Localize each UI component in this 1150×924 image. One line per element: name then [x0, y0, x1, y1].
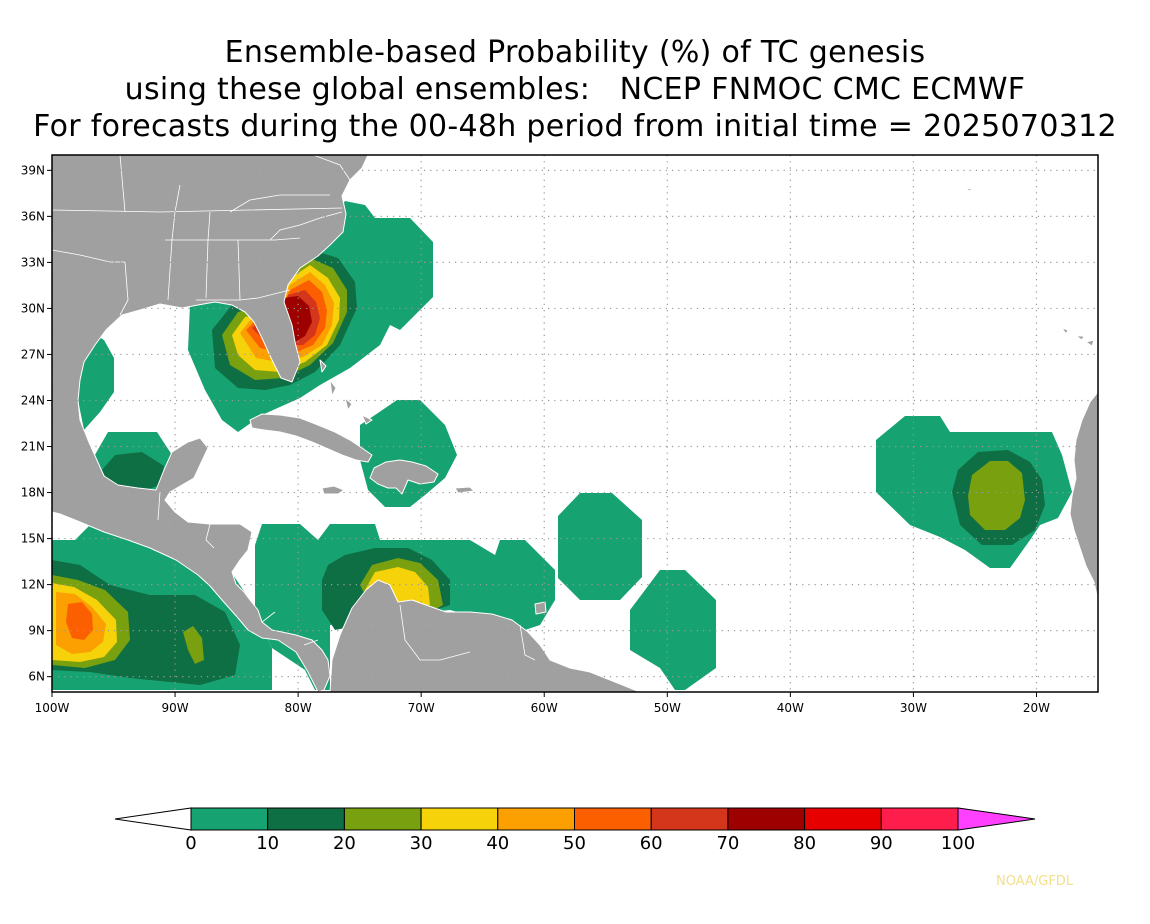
colorbar-swatch — [574, 807, 652, 831]
colorbar-swatch — [267, 807, 345, 831]
colorbar-label: 10 — [256, 833, 279, 854]
lat-tick-label: 33N — [21, 255, 45, 269]
colorbar-swatch — [497, 807, 575, 831]
lat-tick-label: 21N — [21, 440, 45, 454]
land-south-america — [329, 579, 641, 692]
land-bahamas — [319, 359, 373, 425]
colorbar-label: 60 — [640, 833, 663, 854]
colorbar: 0 10 20 30 40 50 60 70 80 90 100 — [114, 807, 1036, 854]
land-canary-islands — [1061, 327, 1095, 347]
colorbar-label: 30 — [410, 833, 433, 854]
prob-region-central-atlantic — [558, 493, 642, 600]
title-line-3: For forecasts during the 00-48h period f… — [33, 109, 1117, 144]
map-title: Ensemble-based Probability (%) of TC gen… — [0, 34, 1150, 145]
lon-tick-label: 70W — [408, 701, 435, 715]
title-line-1: Ensemble-based Probability (%) of TC gen… — [224, 35, 926, 70]
map-frame — [51, 154, 1099, 693]
land-trinidad — [534, 601, 547, 615]
prob-region-hispaniola — [360, 400, 457, 507]
lon-tick-label: 20W — [1023, 701, 1050, 715]
colorbar-label: 0 — [185, 833, 196, 854]
prob-region-central-atlantic — [630, 570, 716, 690]
colorbar-label: 40 — [486, 833, 509, 854]
colorbar-below-arrow — [114, 807, 192, 831]
colorbar-swatch — [650, 807, 729, 831]
lat-tick-label: 24N — [21, 393, 45, 407]
lat-tick-label: 30N — [21, 301, 45, 315]
lon-tick-label: 100W — [35, 701, 70, 715]
lon-tick-label: 60W — [531, 701, 558, 715]
lat-tick-label: 39N — [21, 163, 45, 177]
lat-tick-label: 9N — [28, 624, 45, 638]
lon-tick-label: 40W — [777, 701, 804, 715]
colorbar-swatch — [420, 807, 499, 831]
prob-region-campeche — [102, 452, 164, 492]
colorbar-label: 90 — [870, 833, 893, 854]
land-madeira — [963, 187, 973, 192]
political-borders — [52, 155, 536, 661]
prob-region-east-pacific — [66, 602, 93, 640]
land-puerto-rico — [454, 486, 475, 494]
credit-label: NOAA/GFDL — [996, 874, 1074, 889]
latitude-axis: 6N 9N 12N 15N 18N 21N 24N 27N 30N 33N 36N 39N — [21, 163, 52, 684]
lat-tick-label: 18N — [21, 486, 45, 500]
prob-region-east-pacific — [183, 626, 204, 664]
colorbar-swatch — [343, 807, 422, 831]
longitude-axis: 100W 90W 80W 70W 60W 50W 40W 30W 20W — [35, 692, 1050, 715]
lon-tick-label: 80W — [285, 701, 312, 715]
lat-tick-label: 6N — [28, 670, 45, 684]
colorbar-label: 100 — [941, 833, 975, 854]
prob-region-east-atlantic — [968, 461, 1025, 530]
colorbar-label: 70 — [716, 833, 739, 854]
land-cuba — [249, 413, 373, 463]
colorbar-above-arrow — [957, 807, 1036, 831]
colorbar-swatch — [804, 807, 882, 831]
land-hispaniola — [369, 459, 439, 495]
lon-tick-label: 30W — [900, 701, 927, 715]
lat-tick-label: 15N — [21, 532, 45, 546]
lat-tick-label: 36N — [21, 209, 45, 223]
lat-tick-label: 27N — [21, 347, 45, 361]
colorbar-label: 50 — [563, 833, 586, 854]
lon-tick-label: 90W — [161, 701, 188, 715]
lat-tick-label: 12N — [21, 578, 45, 592]
colorbar-swatch — [880, 807, 959, 831]
colorbar-swatch — [727, 807, 806, 831]
colorbar-label: 80 — [793, 833, 816, 854]
lon-tick-label: 50W — [654, 701, 681, 715]
land-jamaica — [321, 485, 345, 495]
colorbar-swatch — [190, 807, 269, 831]
title-line-2: using these global ensembles: NCEP FNMOC… — [124, 72, 1026, 107]
land-north-america — [52, 155, 369, 692]
colorbar-label: 20 — [333, 833, 356, 854]
land-africa — [1069, 391, 1098, 601]
